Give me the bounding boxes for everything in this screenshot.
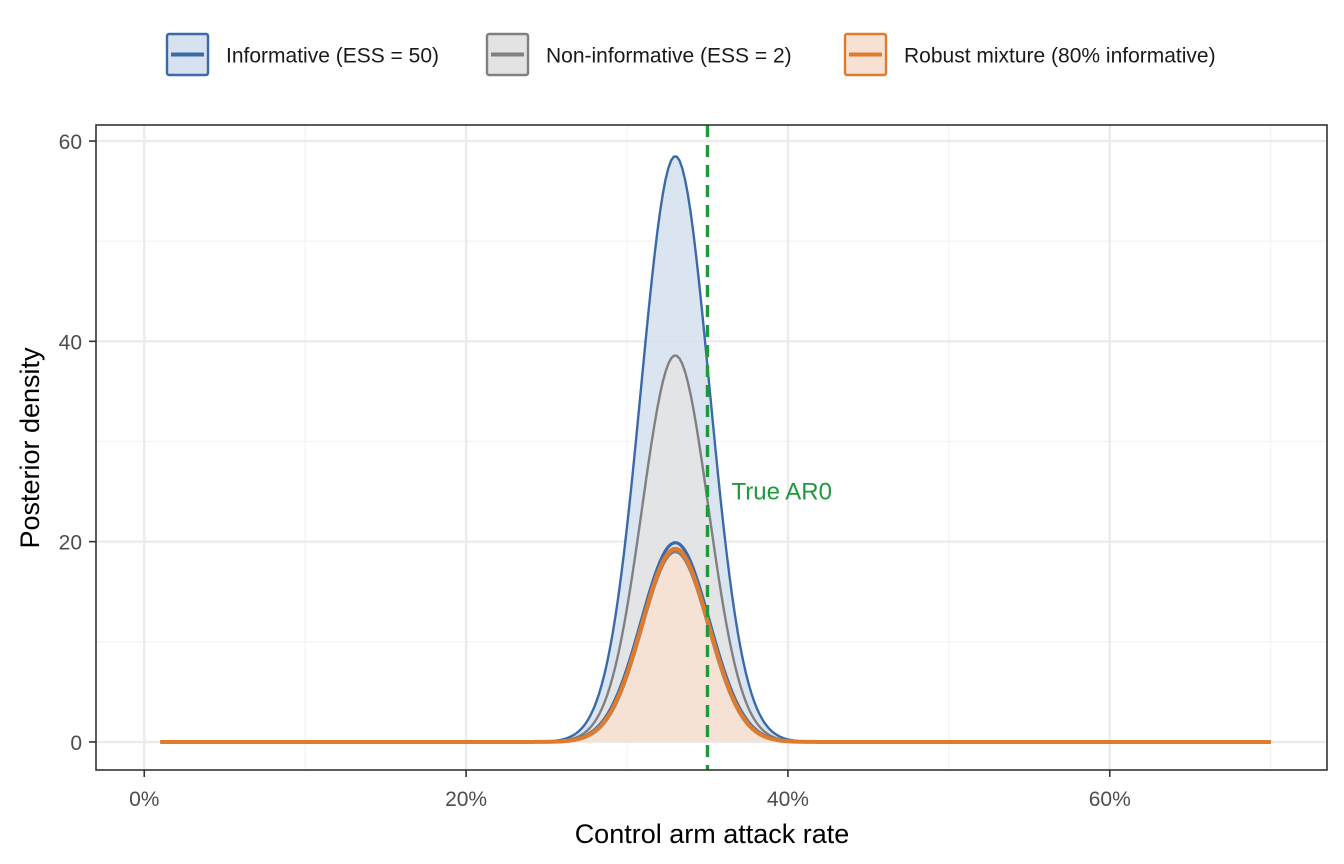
- y-axis-title: Posterior density: [15, 347, 45, 549]
- y-tick-label: 60: [59, 131, 82, 154]
- legend: Informative (ESS = 50) Non-informative (E…: [165, 32, 1216, 77]
- true-ar0-label: True AR0: [731, 479, 832, 506]
- density-areas: [160, 156, 1271, 742]
- panel-frame: [95, 124, 1328, 771]
- density-lines: [160, 155, 1271, 744]
- x-tick-label: 40%: [767, 788, 809, 811]
- area-robust-mixture-80-informative: [160, 548, 1271, 742]
- reference-line-group: True AR0: [705, 125, 832, 770]
- x-tick-label: 20%: [445, 788, 487, 811]
- panel-border: [95, 124, 1328, 771]
- y-tick-label: 0: [70, 732, 82, 755]
- axes: 0% 20% 40% 60% 0 20 40 60: [59, 131, 1131, 811]
- legend-label-robust-mixture-80-informative: Robust mixture (80% informative): [904, 45, 1216, 68]
- legend-label-informative-ess-50: Informative (ESS = 50): [226, 45, 439, 68]
- x-tick-label: 0%: [129, 788, 159, 811]
- y-tick-label: 40: [59, 331, 82, 354]
- legend-label-non-informative-ess-2: Non-informative (ESS = 2): [546, 45, 792, 68]
- x-tick-label: 60%: [1089, 788, 1131, 811]
- line-robust-mixture-80-informative: [160, 546, 1271, 744]
- x-axis-title: Control arm attack rate: [575, 819, 850, 849]
- y-tick-label: 20: [59, 532, 82, 555]
